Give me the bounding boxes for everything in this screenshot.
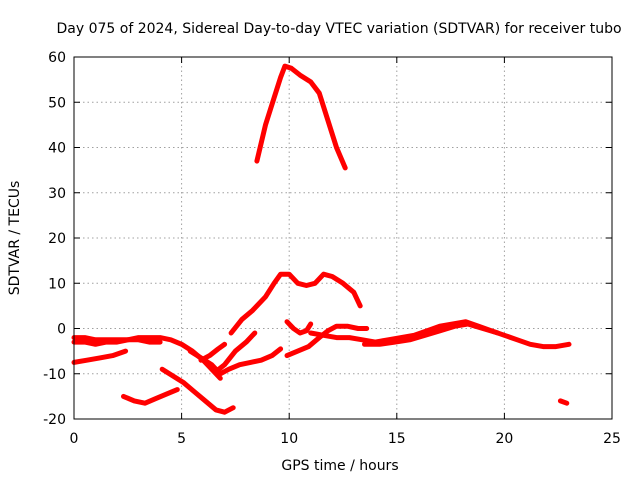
series-arc-hook: [198, 341, 228, 363]
series-arc-long-2: [362, 321, 501, 347]
series-arc-main-upper: [71, 335, 163, 345]
chart-title: Day 075 of 2024, Sidereal Day-to-day VTE…: [56, 21, 621, 37]
y-tick-label: 50: [48, 95, 66, 111]
series-arc-mid-upper: [228, 271, 363, 336]
series-layer: [71, 63, 572, 415]
y-tick-label: -20: [43, 412, 66, 428]
x-tick-label: 0: [70, 431, 79, 447]
series-arc-peak: [254, 63, 348, 171]
y-tick-label: 40: [48, 141, 66, 157]
series-arc-low-2: [159, 366, 236, 415]
x-tick-label: 10: [280, 431, 298, 447]
y-tick-label: 10: [48, 276, 66, 292]
grid-layer: [74, 57, 612, 419]
plot-frame: [73, 56, 613, 420]
y-axis-title: SDTVAR / TECUs: [7, 181, 23, 296]
series-arc-small: [284, 319, 314, 336]
y-tick-label: -10: [43, 367, 66, 383]
y-tick-label: 30: [48, 186, 66, 202]
x-tick-label: 15: [388, 431, 406, 447]
tick-layer: 0 5 10 15 20 25 -20 -10 0 10 20 30 40 50 60: [43, 50, 621, 447]
x-tick-label: 25: [603, 431, 621, 447]
x-tick-label: 20: [495, 431, 513, 447]
series-arc-low-1: [121, 387, 180, 406]
x-axis-title: GPS time / hours: [281, 458, 398, 474]
x-tick-label: 5: [177, 431, 186, 447]
y-tick-label: 0: [57, 322, 66, 338]
y-tick-label: 20: [48, 231, 66, 247]
series-arc-end: [557, 398, 570, 406]
series-arc-rise-2: [284, 323, 370, 359]
y-tick-label: 60: [48, 50, 66, 66]
series-arc-rise: [213, 330, 258, 374]
series-arc-lower-left: [71, 348, 129, 365]
series-arc-long: [308, 319, 572, 350]
series-arc-dip: [187, 346, 284, 377]
